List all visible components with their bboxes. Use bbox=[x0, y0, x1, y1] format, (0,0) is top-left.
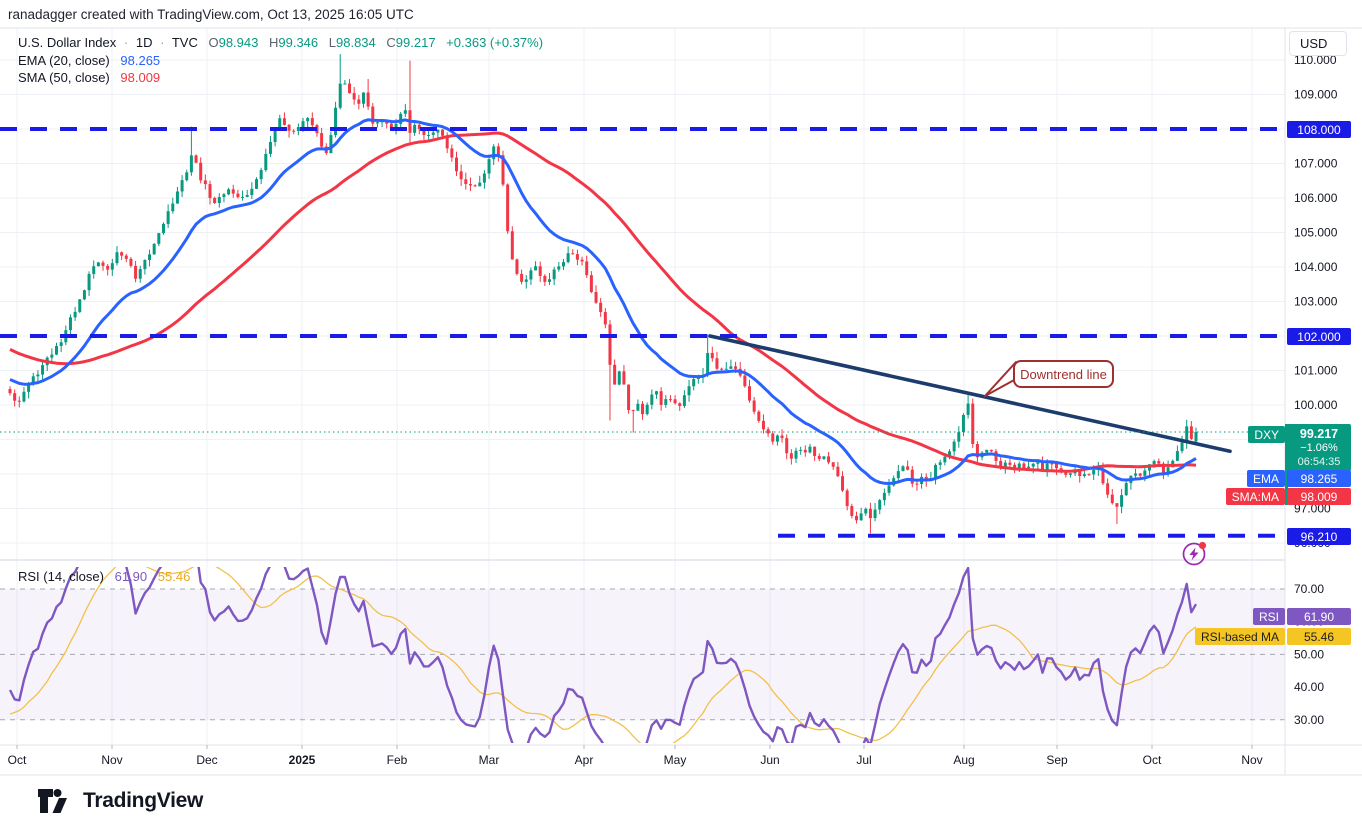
time-axis-label: Sep bbox=[1046, 753, 1068, 767]
sma-mini-badge: SMA:MA bbox=[1225, 488, 1285, 505]
rsi-tick-label: 50.00 bbox=[1294, 647, 1324, 661]
time-axis-label: May bbox=[664, 753, 687, 767]
exchange-label: TVC bbox=[171, 35, 198, 50]
sma-legend-value: 98.009 bbox=[120, 69, 161, 85]
dxy-mini-badge: DXY bbox=[1248, 426, 1285, 443]
ema-mini-badge: EMA bbox=[1246, 470, 1285, 487]
dxy-price: 99.217 bbox=[1299, 426, 1339, 441]
time-axis-label: Oct bbox=[1143, 753, 1162, 767]
sma-mini-row: SMA:MA bbox=[1085, 488, 1285, 505]
price-tick-label: 105.000 bbox=[1294, 226, 1338, 240]
close-value: 99.217 bbox=[395, 35, 436, 50]
symbol-legend[interactable]: U.S. Dollar Index · 1D · TVC O98.943 H99… bbox=[18, 35, 544, 50]
rsi-ma-mini-row: RSI-based MA bbox=[1085, 628, 1285, 645]
ema-legend[interactable]: EMA (20, close) 98.265 bbox=[18, 52, 161, 68]
rsi-line[interactable] bbox=[8, 531, 1198, 771]
ema-value-badge: 98.265 bbox=[1287, 470, 1351, 487]
rsi-ma-line[interactable] bbox=[9, 559, 1197, 749]
gridlines bbox=[0, 28, 1285, 745]
rsi-value-badge: 61.90 bbox=[1287, 608, 1351, 625]
rsi-tick-label: 30.00 bbox=[1294, 713, 1324, 727]
time-axis-label: Nov bbox=[101, 753, 122, 767]
sma-legend[interactable]: SMA (50, close) 98.009 bbox=[18, 69, 161, 85]
time-axis-label: Jul bbox=[856, 753, 871, 767]
time-axis-label: Aug bbox=[953, 753, 974, 767]
high-value: 99.346 bbox=[278, 35, 319, 50]
time-axis-label: Oct bbox=[8, 753, 27, 767]
price-tick-label: 110.000 bbox=[1294, 53, 1337, 67]
rsi-mini-badge: RSI bbox=[1252, 608, 1285, 625]
low-value: 98.834 bbox=[336, 35, 376, 50]
price-tick-label: 106.000 bbox=[1294, 191, 1338, 205]
level-badge-96210[interactable]: 96.210 bbox=[1287, 528, 1351, 545]
open-value: 98.943 bbox=[218, 35, 259, 50]
bolt-icon[interactable] bbox=[1176, 535, 1214, 573]
sma50-line[interactable] bbox=[9, 131, 1197, 473]
price-tick-label: 100.000 bbox=[1294, 398, 1338, 412]
dxy-countdown: 06:54:35 bbox=[1297, 455, 1341, 468]
symbol-title: U.S. Dollar Index bbox=[18, 35, 117, 50]
dxy-change-pct: −1.06% bbox=[1300, 441, 1338, 454]
ema-legend-value: 98.265 bbox=[120, 52, 161, 68]
rsi-ma-value-badge: 55.46 bbox=[1287, 628, 1351, 645]
time-axis-label: Feb bbox=[387, 753, 408, 767]
time-axis[interactable]: Oct Nov Dec 2025 Feb Mar Apr May Jun Jul Aug Sep Oct… bbox=[8, 745, 1263, 767]
price-marker-strip bbox=[1285, 424, 1288, 505]
price-tick-label: 109.000 bbox=[1294, 88, 1338, 102]
tradingview-logomark bbox=[38, 789, 67, 813]
sma-value-badge: 98.009 bbox=[1287, 488, 1351, 505]
price-tick-label: 101.000 bbox=[1294, 364, 1338, 378]
rsi-legend-value: 61.90 bbox=[114, 569, 148, 584]
currency-usd-button[interactable]: USD bbox=[1289, 31, 1347, 56]
time-axis-label: Jun bbox=[760, 753, 779, 767]
rsi-tick-label: 70.00 bbox=[1294, 582, 1324, 596]
time-axis-label: Apr bbox=[575, 753, 594, 767]
price-tick-label: 103.000 bbox=[1294, 295, 1338, 309]
price-axis[interactable]: 110.000 109.000 107.000 106.000 105.000 104.0… bbox=[1294, 53, 1338, 727]
price-tick-label: 97.000 bbox=[1294, 502, 1331, 516]
time-axis-label: 2025 bbox=[289, 753, 316, 767]
dxy-mini-row: DXY bbox=[1085, 426, 1285, 443]
tradingview-logo[interactable]: TradingView bbox=[38, 788, 203, 814]
ema-mini-row: EMA bbox=[1085, 470, 1285, 487]
price-tick-label: 104.000 bbox=[1294, 260, 1338, 274]
interval-label[interactable]: 1D bbox=[135, 35, 153, 50]
price-tick-label: 107.000 bbox=[1294, 157, 1338, 171]
candlestick-series bbox=[8, 54, 1198, 534]
rsi-legend[interactable]: RSI (14, close) 61.90 55.46 bbox=[18, 569, 191, 584]
time-axis-label: Nov bbox=[1241, 753, 1262, 767]
tradingview-brand-text: TradingView bbox=[83, 789, 204, 812]
rsi-ma-legend-value: 55.46 bbox=[157, 569, 191, 584]
level-badge-108[interactable]: 108.000 bbox=[1287, 121, 1351, 138]
dxy-price-badge: 99.217 −1.06% 06:54:35 bbox=[1287, 424, 1351, 471]
change-value: +0.363 (+0.37%) bbox=[446, 35, 544, 50]
level-badge-102[interactable]: 102.000 bbox=[1287, 328, 1351, 345]
rsi-ma-mini-badge: RSI-based MA bbox=[1194, 628, 1285, 645]
watermark-attribution: ranadagger created with TradingView.com,… bbox=[8, 7, 414, 22]
time-axis-label: Dec bbox=[196, 753, 217, 767]
downtrend-callout[interactable]: Downtrend line bbox=[1013, 360, 1114, 388]
time-axis-label: Mar bbox=[479, 753, 500, 767]
rsi-mini-row: RSI bbox=[1085, 608, 1285, 625]
ema20-line[interactable] bbox=[9, 118, 1197, 485]
rsi-tick-label: 40.00 bbox=[1294, 680, 1324, 694]
